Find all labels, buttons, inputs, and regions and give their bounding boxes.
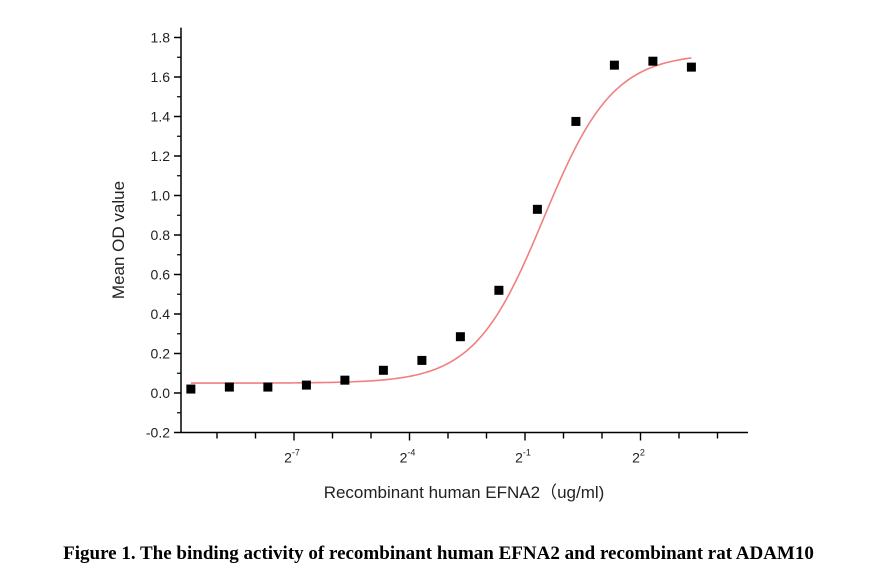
- data-points: [186, 56, 696, 394]
- y-tick-label: 1.6: [151, 69, 171, 85]
- data-point: [648, 56, 658, 66]
- y-tick-label: 0.2: [151, 346, 171, 362]
- data-point: [186, 384, 196, 394]
- y-tick-label: 1.0: [151, 188, 171, 204]
- y-tick-label: 1.4: [151, 109, 171, 125]
- x-tick-label: 2-1: [515, 448, 531, 466]
- data-point: [340, 375, 350, 385]
- data-point: [571, 116, 581, 126]
- y-axis-label: Mean OD value: [109, 181, 128, 299]
- data-point: [378, 365, 388, 375]
- y-tick-label: 0.4: [151, 306, 171, 322]
- y-tick-label: -0.2: [146, 425, 170, 441]
- data-point: [301, 380, 311, 390]
- figure-caption: Figure 1. The binding activity of recomb…: [63, 543, 814, 564]
- y-tick-label: 0.8: [151, 227, 171, 243]
- fit-curve: [190, 57, 692, 384]
- y-tick-label: 1.8: [151, 30, 171, 46]
- y-tick-label: 0.6: [151, 267, 171, 283]
- y-axis: -0.2 0.0 0.2 0.4 0.6 0.8 1.0 1.2 1.4 1.6 1.8: [146, 27, 182, 441]
- y-tick-label: 1.2: [151, 148, 171, 164]
- data-point: [455, 332, 465, 342]
- x-tick-label: 22: [632, 448, 645, 466]
- data-point: [609, 60, 619, 70]
- x-tick-label: 2-7: [284, 448, 300, 466]
- data-point: [417, 355, 427, 365]
- x-axis: 2-7 2-4 2-1 22: [181, 431, 748, 466]
- data-point: [224, 382, 234, 392]
- data-point: [686, 62, 696, 72]
- data-point: [263, 382, 273, 392]
- x-tick-label: 2-4: [400, 448, 416, 466]
- data-point: [494, 285, 504, 295]
- x-axis-label: Recombinant human EFNA2（ug/ml): [324, 483, 605, 502]
- fit-curve-group: [190, 57, 692, 384]
- y-tick-label: 0.0: [151, 385, 171, 401]
- chart: -0.20.00.20.40.60.81.01.21.41.61.8 2-7 2-…: [109, 27, 748, 502]
- data-point: [532, 204, 542, 214]
